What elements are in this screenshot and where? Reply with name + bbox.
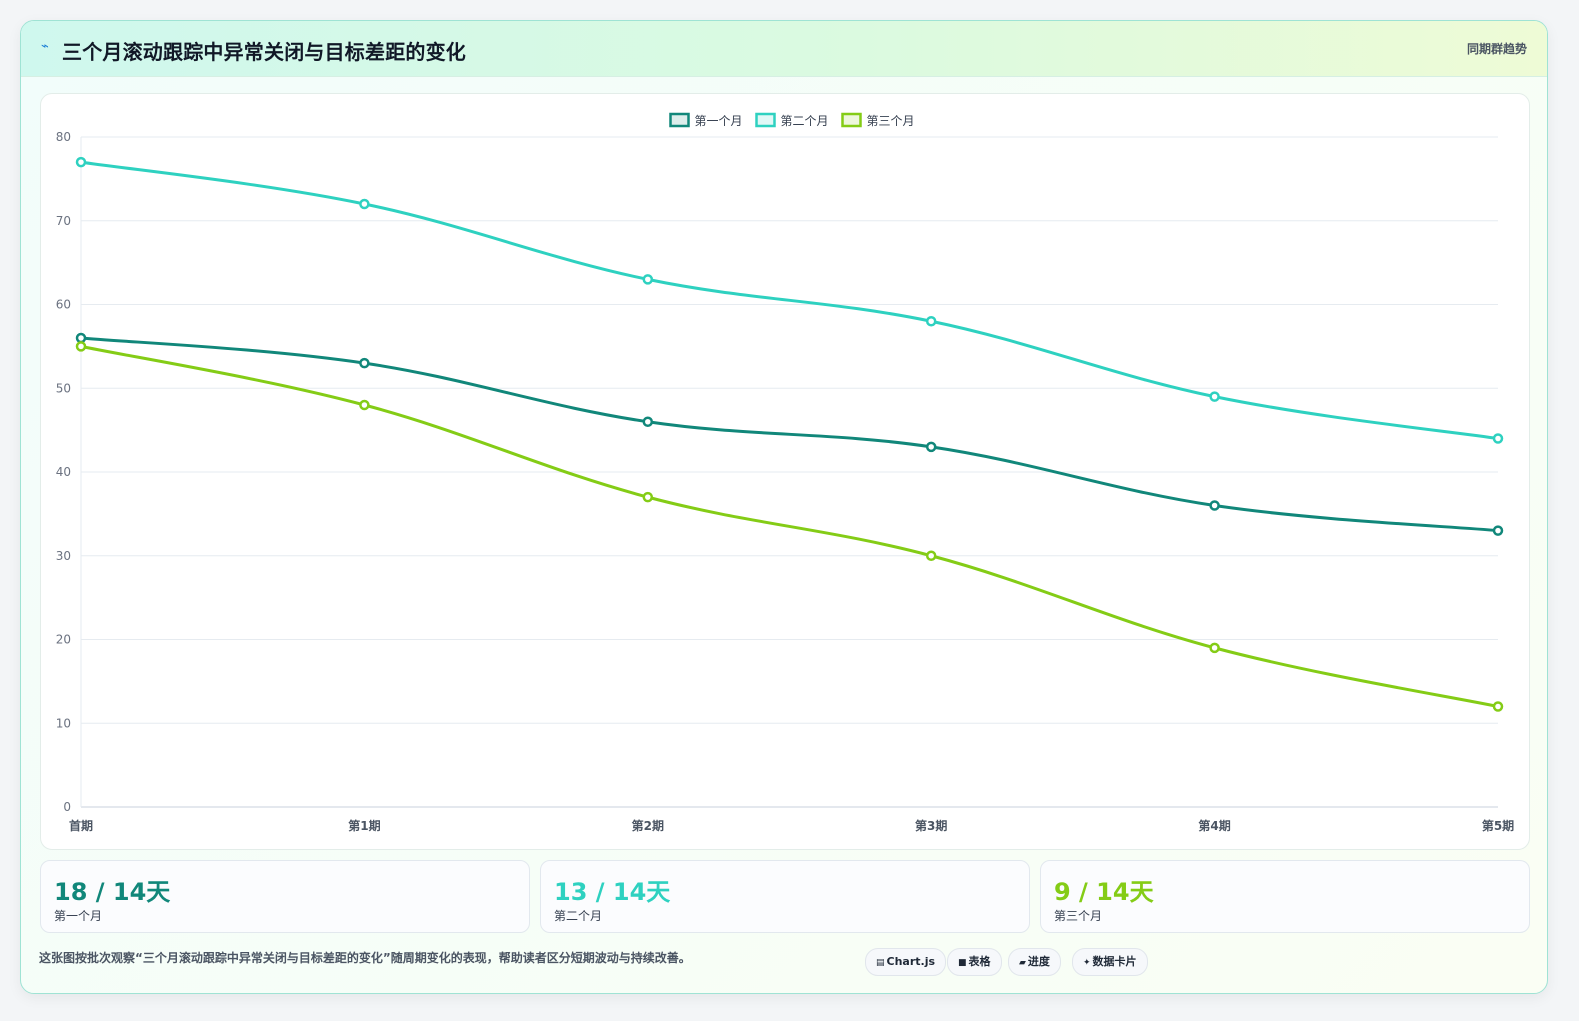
legend-swatch bbox=[669, 112, 690, 128]
page-title: 三个月滚动跟踪中异常关闭与目标差距的变化 bbox=[62, 40, 466, 64]
data-point bbox=[75, 341, 87, 352]
series-line-1 bbox=[80, 336, 1499, 533]
data-point bbox=[359, 357, 370, 369]
chip-label: Chart.js bbox=[886, 955, 936, 968]
data-point bbox=[925, 441, 937, 453]
y-tick-label: 20 bbox=[56, 633, 71, 647]
chart-description: 这张图按批次观察“三个月滚动跟踪中异常关闭与目标差距的变化”随周期变化的表现，帮… bbox=[39, 951, 691, 965]
data-point bbox=[1492, 701, 1504, 712]
series-line-2 bbox=[80, 160, 1499, 440]
data-point bbox=[359, 399, 370, 411]
x-tick-label: 第1期 bbox=[348, 818, 380, 833]
chip-table[interactable]: ■ 表格 bbox=[947, 948, 1002, 976]
stat-label: 第一个月 bbox=[54, 909, 103, 923]
data-point bbox=[75, 332, 87, 344]
sparkle-icon: ✦ bbox=[1083, 958, 1091, 968]
legend-label: 第三个月 bbox=[867, 114, 915, 128]
x-tick-label: 第3期 bbox=[915, 818, 947, 833]
stat-card-month-1: 18 / 14天 第一个月 bbox=[40, 860, 530, 933]
card-header: ⌁ 三个月滚动跟踪中异常关闭与目标差距的变化 同期群趋势 bbox=[21, 21, 1547, 77]
y-tick-label: 60 bbox=[56, 298, 71, 312]
data-point bbox=[642, 416, 654, 427]
chip-label: 表格 bbox=[968, 955, 991, 968]
data-point bbox=[925, 316, 937, 327]
chart-icon: ⌁ bbox=[41, 39, 49, 54]
stat-value: 13 / 14天 bbox=[554, 878, 671, 906]
y-tick-label: 70 bbox=[56, 214, 71, 228]
data-point bbox=[1209, 642, 1220, 654]
line-chart: 0 10 20 30 40 50 60 70 80 首期 第1期 第2期 第3期 第4期 第5期 第一个月 第二… bbox=[56, 112, 1514, 833]
stat-label: 第二个月 bbox=[554, 909, 603, 923]
stat-label: 第三个月 bbox=[1054, 909, 1103, 923]
progress-icon: ▰ bbox=[1019, 958, 1026, 968]
chip-label: 进度 bbox=[1027, 955, 1050, 968]
y-tick-label: 30 bbox=[56, 549, 71, 563]
chip-data-cards[interactable]: ✦ 数据卡片 bbox=[1072, 948, 1148, 976]
header-tag: 同期群趋势 bbox=[1466, 42, 1527, 56]
x-tick-label: 第2期 bbox=[632, 818, 664, 833]
legend-label: 第二个月 bbox=[781, 114, 829, 128]
y-tick-label: 10 bbox=[56, 716, 71, 730]
data-point bbox=[1209, 391, 1220, 402]
stat-card-month-2: 13 / 14天 第二个月 bbox=[540, 860, 1030, 933]
y-tick-label: 0 bbox=[63, 800, 71, 814]
data-point bbox=[925, 550, 937, 561]
chip-progress[interactable]: ▰ 进度 bbox=[1008, 948, 1061, 976]
x-tick-label: 首期 bbox=[69, 818, 93, 833]
legend-label: 第一个月 bbox=[695, 114, 743, 128]
data-point bbox=[1492, 525, 1504, 536]
chart-icon: ▤ bbox=[876, 958, 885, 968]
x-tick-label: 第5期 bbox=[1482, 818, 1514, 833]
stat-card-month-3: 9 / 14天 第三个月 bbox=[1040, 860, 1530, 933]
table-icon: ■ bbox=[958, 958, 967, 968]
data-point bbox=[642, 274, 654, 285]
chart-card: ⌁ 三个月滚动跟踪中异常关闭与目标差距的变化 同期群趋势 0 10 20 30 40 50… bbox=[20, 20, 1548, 994]
data-point bbox=[75, 156, 87, 168]
y-tick-label: 50 bbox=[56, 381, 71, 395]
data-point bbox=[1209, 500, 1220, 511]
chip-chartjs[interactable]: ▤ Chart.js bbox=[865, 948, 947, 976]
data-point bbox=[359, 198, 370, 210]
legend-swatch bbox=[841, 112, 862, 128]
data-point bbox=[642, 491, 654, 503]
series-line-3 bbox=[80, 344, 1499, 708]
stat-value: 9 / 14天 bbox=[1054, 878, 1154, 906]
y-tick-label: 80 bbox=[56, 130, 71, 144]
legend-swatch bbox=[755, 112, 776, 128]
chart-panel: 0 10 20 30 40 50 60 70 80 首期 第1期 第2期 第3期 第4期 第5期 第一个月 第二… bbox=[40, 93, 1530, 850]
y-tick-label: 40 bbox=[56, 465, 71, 479]
x-tick-label: 第4期 bbox=[1198, 818, 1230, 833]
chip-label: 数据卡片 bbox=[1092, 955, 1137, 968]
data-point bbox=[1492, 433, 1504, 444]
stat-value: 18 / 14天 bbox=[54, 878, 171, 906]
